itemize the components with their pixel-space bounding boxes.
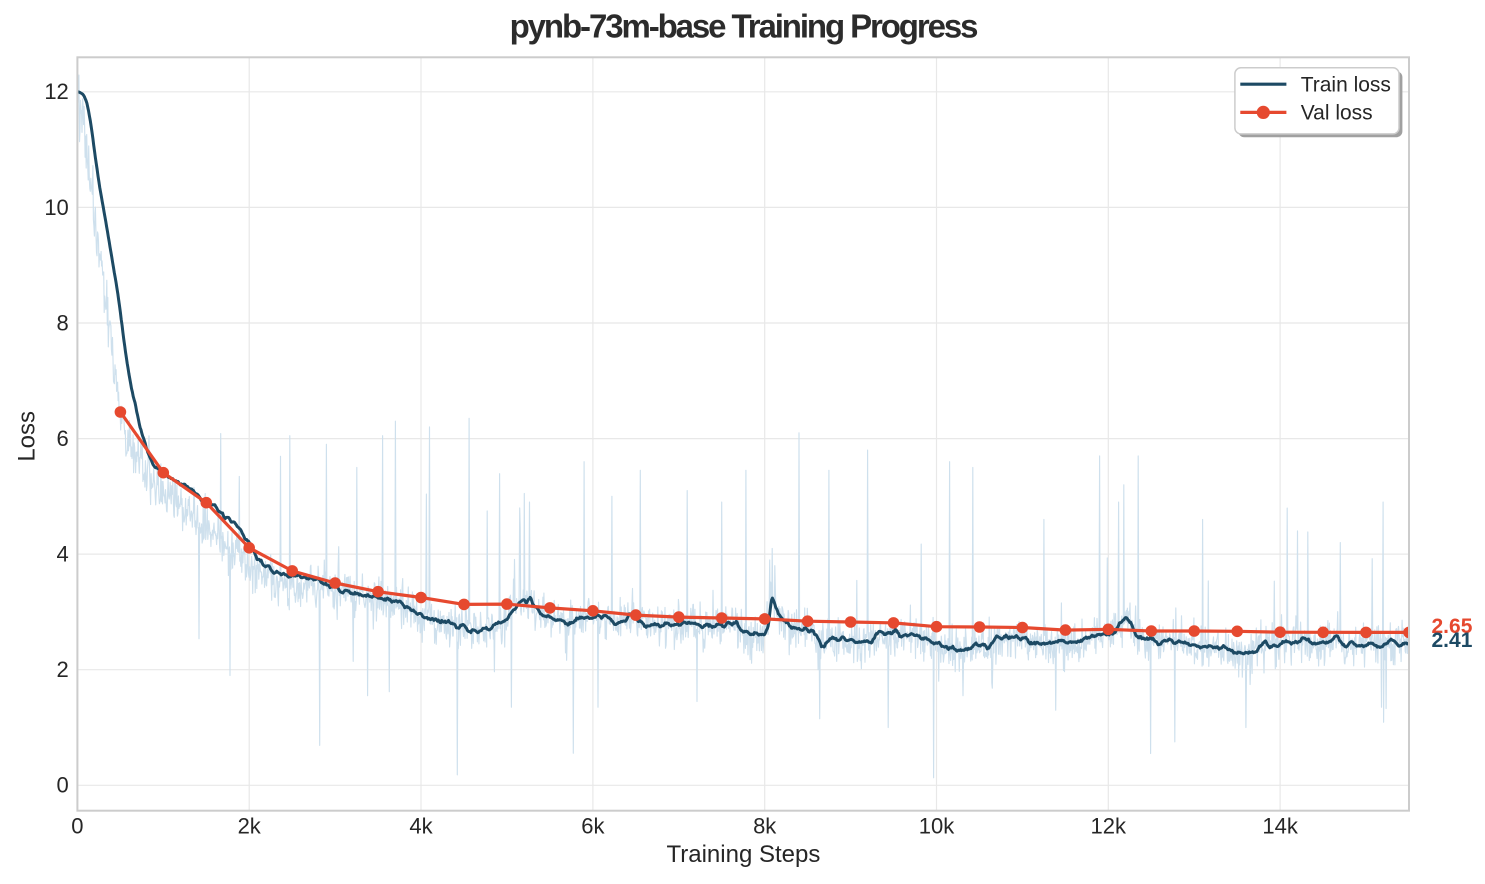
- svg-text:10k: 10k: [919, 814, 955, 839]
- svg-text:6: 6: [57, 426, 69, 451]
- svg-text:Train loss: Train loss: [1301, 73, 1391, 96]
- svg-text:0: 0: [71, 814, 83, 839]
- svg-text:pynb-73m-base Training Progres: pynb-73m-base Training Progress: [510, 7, 977, 44]
- svg-text:14k: 14k: [1262, 814, 1298, 839]
- svg-text:2k: 2k: [238, 814, 262, 839]
- svg-text:8: 8: [57, 310, 69, 335]
- svg-text:2.41: 2.41: [1432, 629, 1473, 652]
- svg-text:4: 4: [57, 542, 69, 567]
- svg-text:2: 2: [57, 657, 69, 682]
- svg-text:Training Steps: Training Steps: [666, 841, 820, 868]
- svg-text:4k: 4k: [409, 814, 433, 839]
- svg-text:0: 0: [57, 773, 69, 798]
- svg-text:10: 10: [44, 195, 68, 220]
- svg-text:2.65: 2.65: [1432, 615, 1473, 638]
- svg-text:12: 12: [44, 79, 68, 104]
- svg-text:12k: 12k: [1091, 814, 1127, 839]
- svg-text:8k: 8k: [753, 814, 777, 839]
- svg-text:Val loss: Val loss: [1301, 101, 1373, 124]
- svg-text:Loss: Loss: [14, 411, 41, 462]
- svg-text:6k: 6k: [581, 814, 605, 839]
